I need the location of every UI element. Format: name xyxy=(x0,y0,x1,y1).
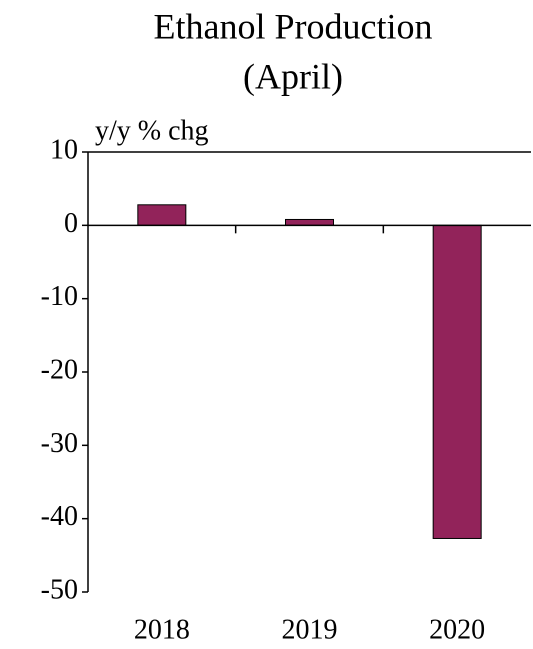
chart-subtitle: (April) xyxy=(243,56,343,96)
bar xyxy=(137,204,187,226)
chart-title: Ethanol Production xyxy=(154,6,433,46)
x-tick-label: 2020 xyxy=(429,614,485,645)
y-tick-label: -10 xyxy=(41,281,78,312)
y-tick-label: -50 xyxy=(41,574,78,605)
y-tick-label: 10 xyxy=(50,134,78,165)
bar xyxy=(285,218,334,226)
x-tick-label: 2019 xyxy=(282,614,338,645)
x-tick-label: 2018 xyxy=(134,614,190,645)
y-tick-label: -20 xyxy=(41,354,78,385)
y-tick-label: -30 xyxy=(41,428,78,459)
bar xyxy=(432,224,482,539)
y-tick-label: -40 xyxy=(41,501,78,532)
y-tick-label: 0 xyxy=(64,208,78,239)
y-axis-label: y/y % chg xyxy=(95,115,209,146)
